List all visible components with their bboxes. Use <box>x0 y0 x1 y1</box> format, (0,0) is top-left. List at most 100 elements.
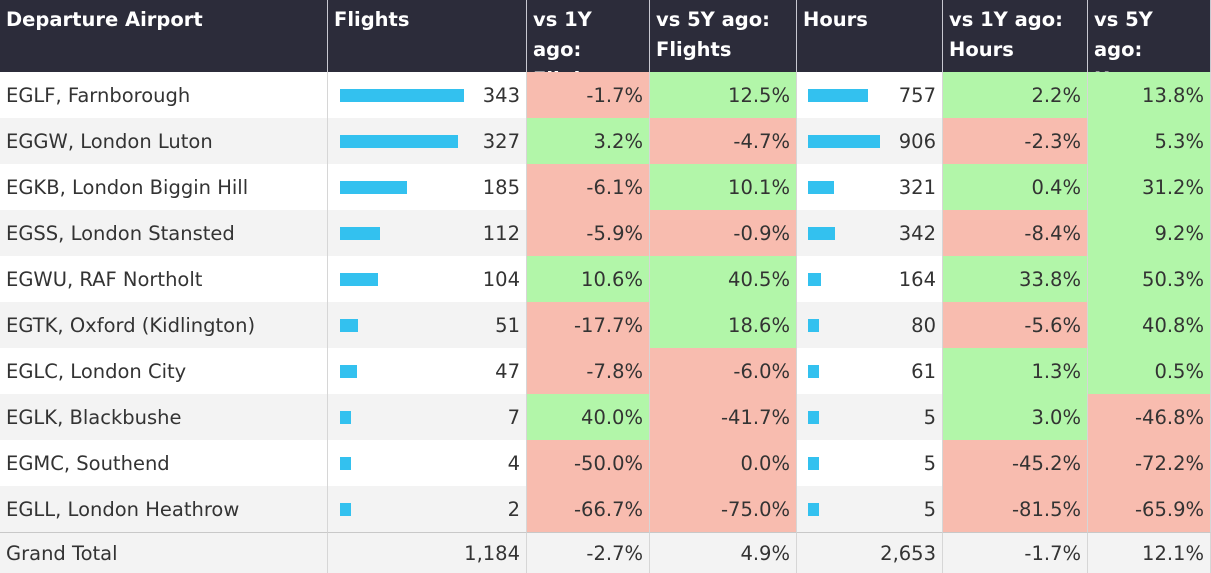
row-label: EGLL, London Heathrow <box>0 486 328 532</box>
table-cell: 1.3% <box>943 348 1088 394</box>
table-cell: -66.7% <box>527 486 650 532</box>
table-cell: 5 <box>797 486 943 532</box>
data-bar <box>340 319 359 332</box>
data-bar <box>808 89 869 102</box>
table-cell: -17.7% <box>527 302 650 348</box>
table-cell: 5 <box>797 394 943 440</box>
table-cell: -6.1% <box>527 164 650 210</box>
total-cell: 12.1% <box>1088 532 1211 573</box>
total-cell: -2.7% <box>527 532 650 573</box>
row-label: EGSS, London Stansted <box>0 210 328 256</box>
data-bar <box>340 457 351 470</box>
data-bar <box>340 135 459 148</box>
table-cell: 47 <box>328 348 527 394</box>
table-cell: 0.5% <box>1088 348 1211 394</box>
table-cell: 2 <box>328 486 527 532</box>
table-cell: 0.4% <box>943 164 1088 210</box>
column-header: Hours <box>797 0 943 72</box>
total-label: Grand Total <box>0 532 328 573</box>
total-cell: 1,184 <box>328 532 527 573</box>
table-cell: 13.8% <box>1088 72 1211 118</box>
data-bar <box>808 503 819 516</box>
row-label: EGKB, London Biggin Hill <box>0 164 328 210</box>
table-cell: 5.3% <box>1088 118 1211 164</box>
column-header: vs 1Y ago: Flights <box>527 0 650 72</box>
data-bar <box>340 273 378 286</box>
table-cell: -75.0% <box>650 486 797 532</box>
total-cell: 2,653 <box>797 532 943 573</box>
table-cell: 185 <box>328 164 527 210</box>
data-bar <box>808 365 819 378</box>
data-bar <box>808 273 822 286</box>
table-cell: 7 <box>328 394 527 440</box>
row-label: EGLF, Farnborough <box>0 72 328 118</box>
table-cell: 5 <box>797 440 943 486</box>
table-cell: 10.1% <box>650 164 797 210</box>
table-cell: -4.7% <box>650 118 797 164</box>
table-cell: -5.6% <box>943 302 1088 348</box>
table-cell: 343 <box>328 72 527 118</box>
table-cell: -8.4% <box>943 210 1088 256</box>
table-cell: 10.6% <box>527 256 650 302</box>
data-bar <box>340 89 464 102</box>
column-header: vs 5Y ago: Flights <box>650 0 797 72</box>
table-cell: -5.9% <box>527 210 650 256</box>
data-bar <box>808 181 834 194</box>
table-cell: 40.8% <box>1088 302 1211 348</box>
data-bar <box>340 365 357 378</box>
table-cell: -41.7% <box>650 394 797 440</box>
table-cell: 321 <box>797 164 943 210</box>
total-cell: 4.9% <box>650 532 797 573</box>
total-cell: -1.7% <box>943 532 1088 573</box>
table-cell: 40.5% <box>650 256 797 302</box>
table-cell: 40.0% <box>527 394 650 440</box>
table-cell: -46.8% <box>1088 394 1211 440</box>
table-cell: 9.2% <box>1088 210 1211 256</box>
data-bar <box>808 227 836 240</box>
table-cell: 4 <box>328 440 527 486</box>
column-header: vs 1Y ago: Hours <box>943 0 1088 72</box>
table-cell: -0.9% <box>650 210 797 256</box>
row-label: EGMC, Southend <box>0 440 328 486</box>
row-label: EGGW, London Luton <box>0 118 328 164</box>
table-cell: 3.0% <box>943 394 1088 440</box>
data-bar <box>808 457 819 470</box>
data-bar <box>808 319 819 332</box>
table-cell: -2.3% <box>943 118 1088 164</box>
table-cell: -65.9% <box>1088 486 1211 532</box>
column-header: Departure Airport <box>0 0 328 72</box>
table-cell: -72.2% <box>1088 440 1211 486</box>
table-cell: 12.5% <box>650 72 797 118</box>
table-cell: 61 <box>797 348 943 394</box>
table-cell: 906 <box>797 118 943 164</box>
row-label: EGTK, Oxford (Kidlington) <box>0 302 328 348</box>
table-cell: 80 <box>797 302 943 348</box>
table-cell: 33.8% <box>943 256 1088 302</box>
table-cell: -6.0% <box>650 348 797 394</box>
column-header: Flights <box>328 0 527 72</box>
table-cell: 2.2% <box>943 72 1088 118</box>
column-header: vs 5Y ago: Hours <box>1088 0 1211 72</box>
table-cell: 164 <box>797 256 943 302</box>
data-bar <box>808 135 880 148</box>
table-cell: -7.8% <box>527 348 650 394</box>
row-label: EGLC, London City <box>0 348 328 394</box>
table-cell: 3.2% <box>527 118 650 164</box>
table-cell: 104 <box>328 256 527 302</box>
table-cell: -50.0% <box>527 440 650 486</box>
table-cell: 757 <box>797 72 943 118</box>
table-cell: -1.7% <box>527 72 650 118</box>
data-bar <box>340 181 407 194</box>
data-bar <box>340 503 351 516</box>
table-cell: 50.3% <box>1088 256 1211 302</box>
table-cell: -81.5% <box>943 486 1088 532</box>
table-cell: -45.2% <box>943 440 1088 486</box>
table-cell: 112 <box>328 210 527 256</box>
table-cell: 51 <box>328 302 527 348</box>
data-bar <box>340 411 351 424</box>
table-cell: 18.6% <box>650 302 797 348</box>
data-bar <box>808 411 819 424</box>
table-cell: 31.2% <box>1088 164 1211 210</box>
row-label: EGWU, RAF Northolt <box>0 256 328 302</box>
